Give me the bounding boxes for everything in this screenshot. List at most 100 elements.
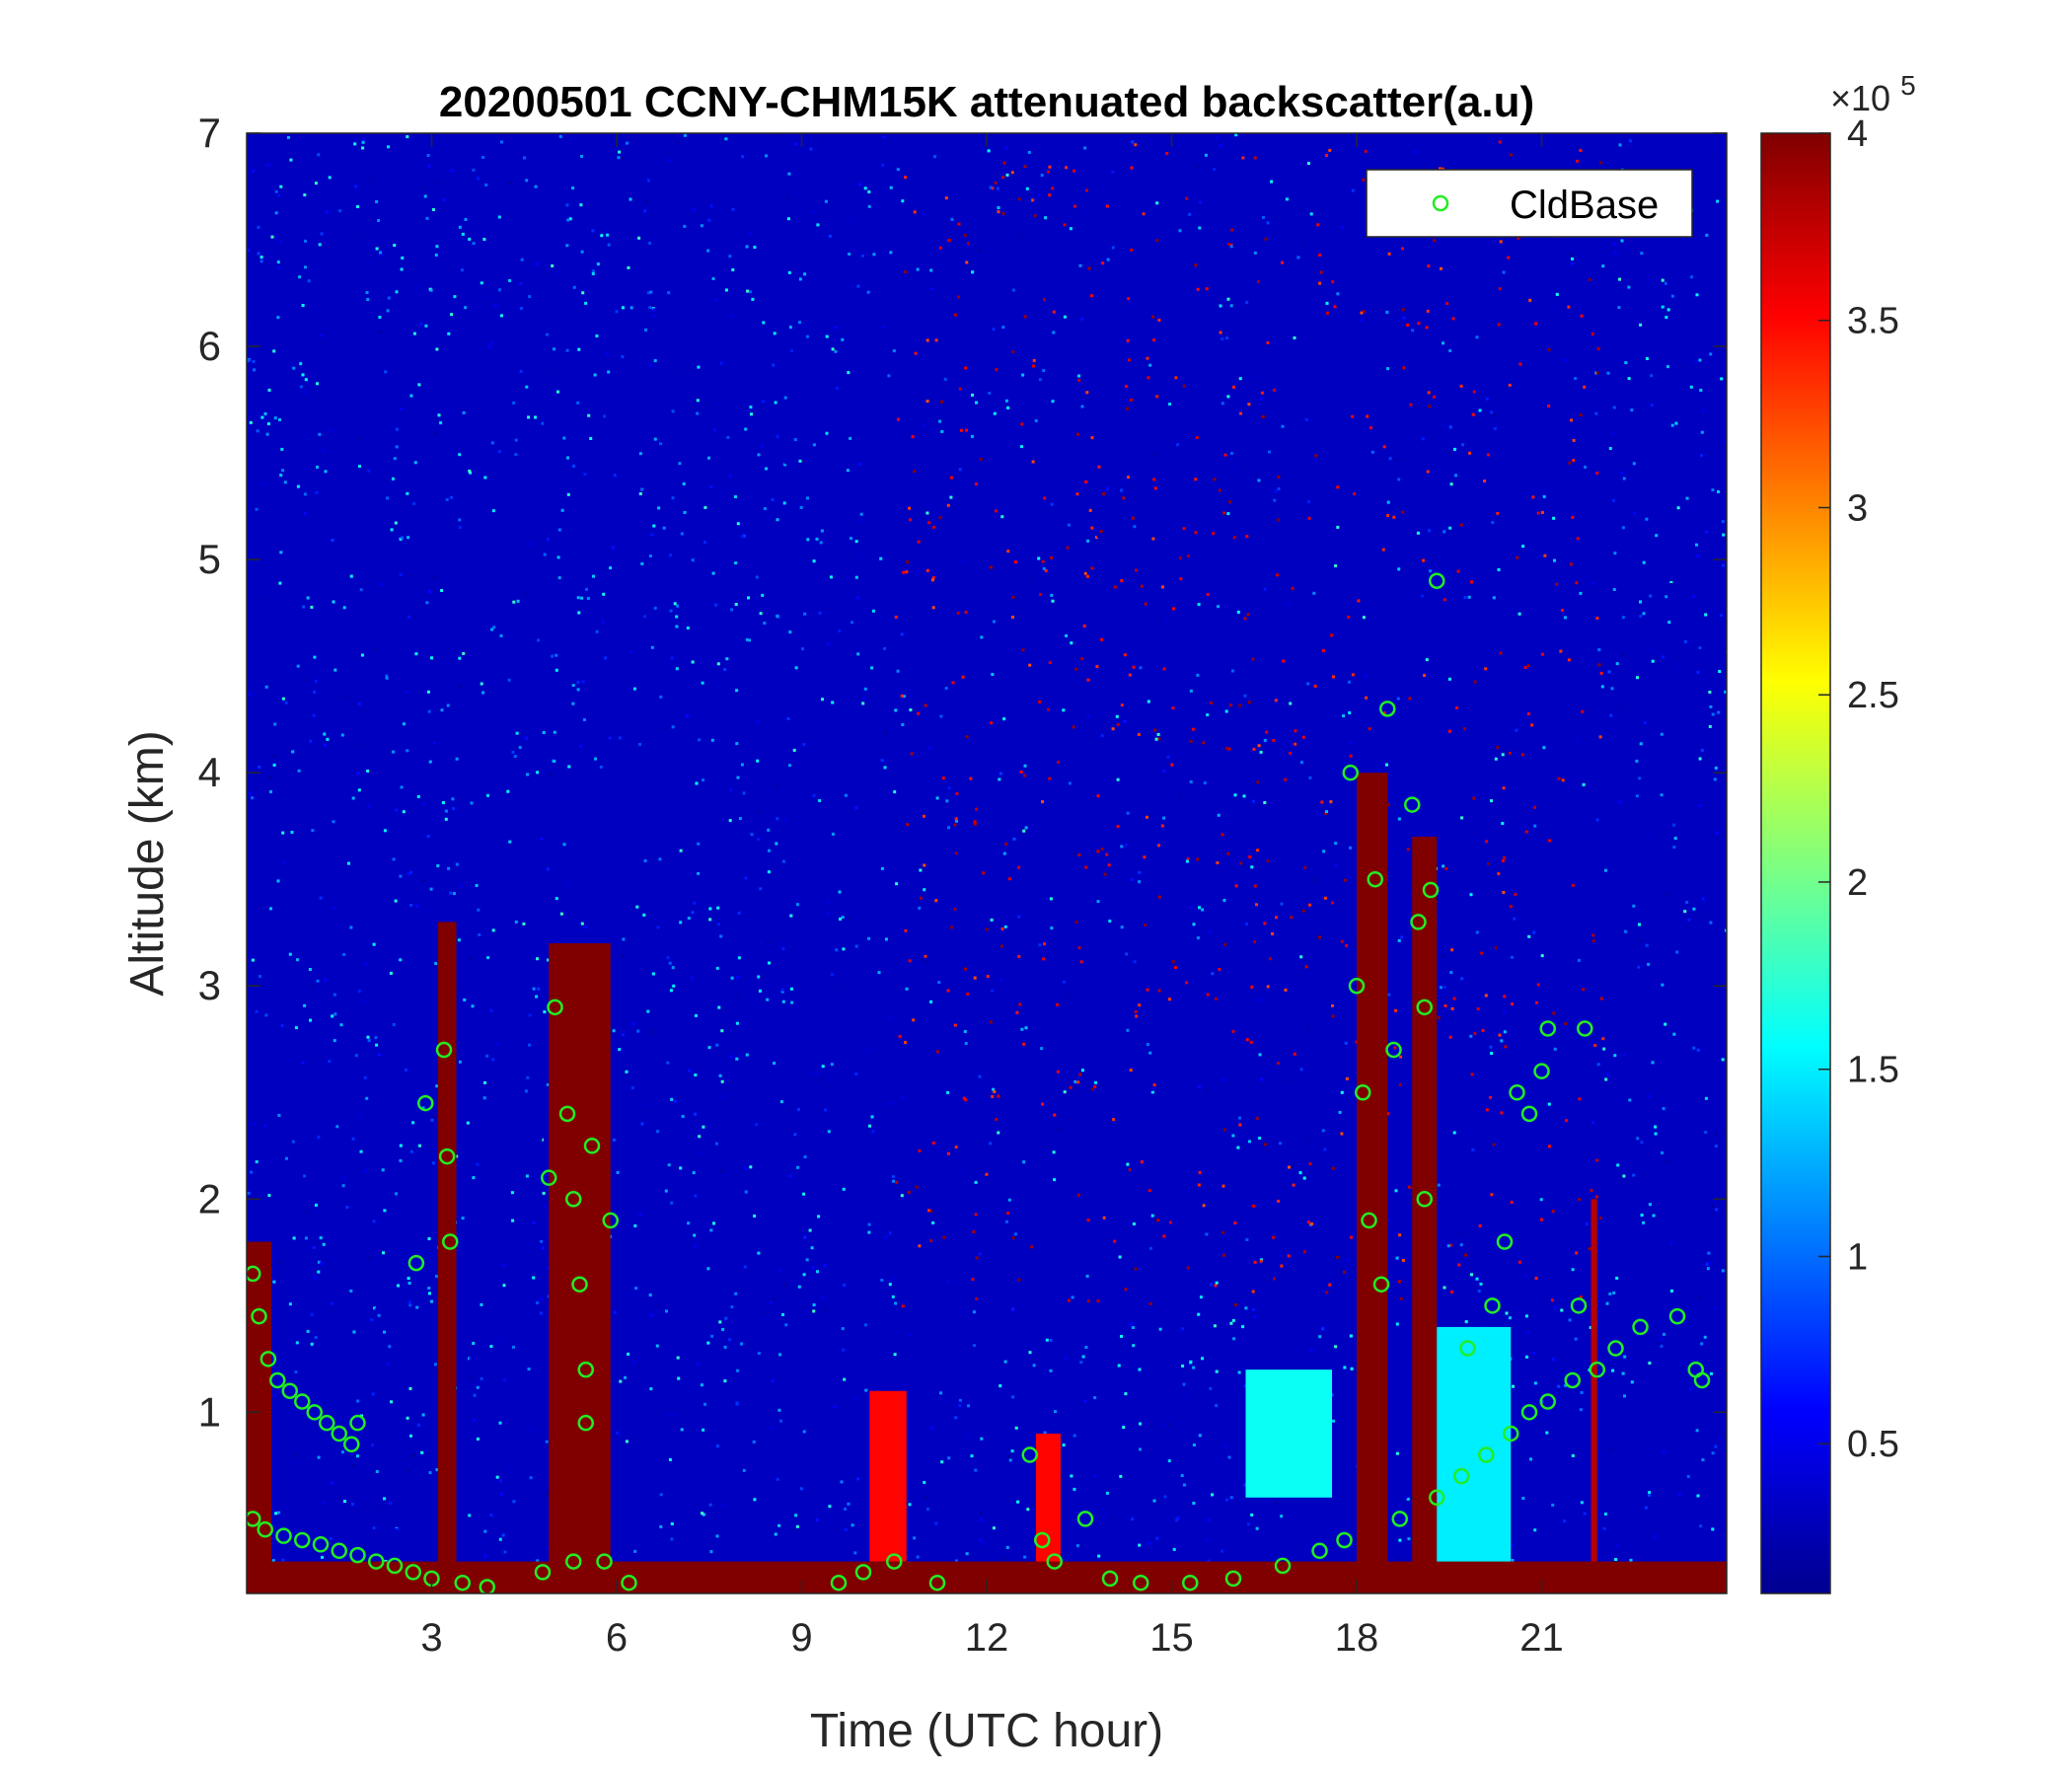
heatmap-noise-cell [528, 1043, 532, 1047]
heatmap-noise-cell [1448, 1035, 1452, 1039]
heatmap-noise-cell [1077, 379, 1081, 383]
heatmap-noise-cell [709, 1228, 713, 1232]
heatmap-noise-cell [1219, 331, 1222, 334]
heatmap-noise-cell [367, 469, 371, 473]
heatmap-noise-cell [795, 1524, 799, 1528]
colorbar-exponent-power: 5 [1900, 70, 1916, 101]
heatmap-noise-cell [1309, 212, 1313, 216]
heatmap-noise-cell [1231, 1318, 1235, 1322]
heatmap-noise-cell [371, 1392, 375, 1396]
heatmap-noise-cell [872, 253, 876, 257]
heatmap-noise-cell [1282, 183, 1286, 186]
heatmap-noise-cell [340, 733, 344, 737]
heatmap-noise-cell [1241, 1325, 1245, 1329]
heatmap-noise-cell [255, 507, 259, 511]
heatmap-noise-cell [644, 198, 648, 202]
heatmap-noise-cell [776, 518, 779, 522]
heatmap-noise-cell [1399, 1296, 1403, 1300]
heatmap-noise-cell [581, 680, 585, 684]
heatmap-noise-cell [387, 145, 390, 149]
heatmap-noise-cell [1268, 450, 1271, 454]
heatmap-noise-cell [281, 831, 285, 835]
heatmap-noise-cell [1085, 1274, 1089, 1278]
heatmap-noise-cell [1501, 822, 1505, 825]
heatmap-noise-cell [1401, 247, 1404, 251]
heatmap-noise-cell [317, 1260, 321, 1264]
heatmap-noise-cell [750, 689, 754, 693]
heatmap-noise-cell [967, 1404, 971, 1408]
heatmap-noise-cell [264, 1013, 268, 1017]
chart-title: 20200501 CCNY-CHM15K attenuated backscat… [439, 78, 1534, 126]
heatmap-noise-cell [1639, 742, 1643, 746]
heatmap-noise-cell [1266, 340, 1270, 344]
heatmap-noise-cell [291, 1140, 295, 1144]
heatmap-noise-cell [326, 737, 330, 741]
heatmap-noise-cell [652, 308, 656, 312]
heatmap-noise-cell [1138, 1368, 1142, 1371]
heatmap-noise-cell [1334, 863, 1338, 867]
heatmap-noise-cell [720, 1029, 724, 1033]
heatmap-noise-cell [1455, 705, 1459, 709]
heatmap-noise-cell [472, 168, 476, 172]
heatmap-noise-cell [1215, 1281, 1219, 1285]
heatmap-noise-cell [1398, 1233, 1402, 1237]
colorbar-tick-label: 3.5 [1847, 301, 1899, 342]
heatmap-noise-cell [790, 1000, 794, 1004]
heatmap-noise-cell [1534, 322, 1538, 326]
heatmap-noise-cell [1540, 1218, 1543, 1221]
heatmap-noise-cell [699, 1151, 703, 1155]
heatmap-noise-cell [1386, 367, 1390, 371]
heatmap-noise-cell [1606, 371, 1610, 375]
heatmap-noise-cell [1186, 555, 1190, 557]
heatmap-noise-cell [1649, 278, 1653, 282]
heatmap-noise-cell [532, 1221, 536, 1224]
heatmap-noise-cell [1232, 536, 1236, 540]
heatmap-noise-cell [892, 1179, 896, 1183]
heatmap-noise-cell [249, 420, 253, 424]
heatmap-noise-cell [1409, 403, 1413, 407]
heatmap-noise-cell [1460, 816, 1464, 820]
heatmap-noise-cell [900, 632, 904, 636]
heatmap-noise-cell [1089, 294, 1093, 298]
cldbase-point [1224, 1570, 1242, 1588]
heatmap-noise-cell [1511, 1002, 1515, 1006]
heatmap-noise-cell [1547, 347, 1551, 351]
heatmap-noise-cell [1705, 1262, 1709, 1266]
heatmap-noise-cell [1219, 144, 1222, 148]
heatmap-noise-cell [1402, 316, 1406, 320]
heatmap-noise-cell [629, 197, 632, 201]
heatmap-noise-cell [1277, 475, 1281, 479]
heatmap-noise-cell [1022, 1160, 1026, 1164]
cldbase-point [454, 1574, 471, 1591]
heatmap-noise-cell [956, 1472, 960, 1476]
heatmap-noise-cell [765, 467, 768, 471]
heatmap-noise-cell [730, 314, 734, 318]
heatmap-noise-cell [933, 155, 936, 159]
heatmap-noise-cell [1660, 1344, 1664, 1348]
heatmap-noise-cell [1462, 727, 1466, 730]
heatmap-noise-cell [1299, 761, 1303, 765]
heatmap-noise-cell [356, 1399, 360, 1403]
heatmap-noise-cell [1580, 1391, 1584, 1394]
heatmap-noise-cell [1056, 1070, 1060, 1073]
heatmap-noise-cell [828, 1505, 832, 1509]
heatmap-noise-cell [1673, 1095, 1677, 1099]
heatmap-noise-cell [1621, 1371, 1625, 1375]
heatmap-noise-cell [649, 1103, 653, 1107]
heatmap-noise-cell [1233, 1302, 1237, 1306]
heatmap-noise-cell [1342, 1270, 1346, 1274]
heatmap-noise-cell [545, 1546, 549, 1549]
heatmap-noise-cell [1628, 1098, 1632, 1102]
heatmap-noise-cell [1607, 670, 1611, 674]
heatmap-noise-cell [1296, 256, 1300, 259]
heatmap-noise-cell [783, 819, 787, 823]
heatmap-noise-cell [486, 793, 489, 797]
heatmap-noise-cell [805, 334, 809, 338]
heatmap-noise-cell [1627, 285, 1631, 289]
cldbase-point [1101, 1570, 1119, 1588]
heatmap-noise-cell [1408, 697, 1412, 701]
heatmap-noise-cell [557, 576, 561, 580]
heatmap-noise-cell [1700, 1342, 1704, 1346]
heatmap-noise-cell [818, 611, 822, 615]
heatmap-noise-cell [357, 702, 361, 705]
